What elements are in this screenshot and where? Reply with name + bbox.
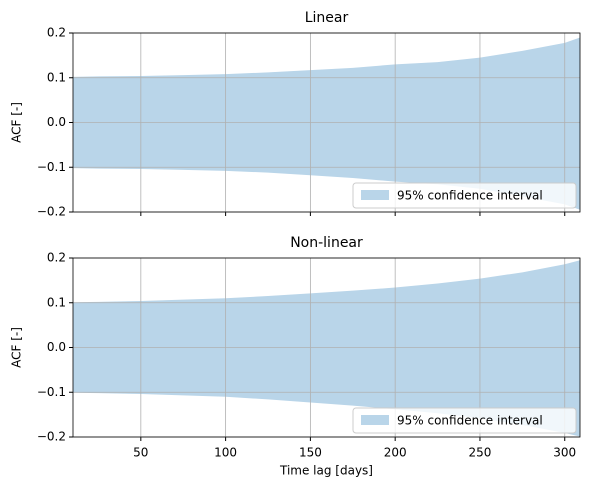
- legend-swatch: [361, 415, 389, 425]
- x-tick-label: 100: [214, 446, 237, 460]
- axes-frame: [72, 257, 581, 438]
- y-tick-label: 0.1: [47, 295, 66, 309]
- legend-label: 95% confidence interval: [397, 414, 543, 428]
- chart-title: Non-linear: [290, 235, 363, 251]
- x-tick-label: 300: [553, 446, 576, 460]
- chart-title: Linear: [305, 10, 349, 26]
- y-tick-label: −0.2: [37, 430, 66, 444]
- x-tick-label: 50: [133, 446, 148, 460]
- x-tick-label: 200: [384, 446, 407, 460]
- legend-label: 95% confidence interval: [397, 189, 543, 203]
- x-axis-label: Time lag [days]: [279, 464, 373, 478]
- confidence-band: [73, 37, 580, 210]
- y-axis-label: ACF [-]: [10, 327, 24, 368]
- legend-box: [352, 407, 577, 434]
- legend-swatch: [361, 190, 389, 200]
- x-tick-label: 250: [469, 446, 492, 460]
- y-tick-label: −0.2: [37, 205, 66, 219]
- legend-box: [352, 182, 577, 209]
- y-tick-label: 0.0: [47, 115, 66, 129]
- y-tick-label: 0.1: [47, 70, 66, 84]
- y-tick-label: 0.0: [47, 340, 66, 354]
- axes-frame: [72, 32, 581, 213]
- y-tick-label: −0.1: [37, 385, 66, 399]
- y-axis-label: ACF [-]: [10, 102, 24, 143]
- y-tick-label: 0.2: [47, 26, 66, 40]
- y-tick-label: 0.2: [47, 251, 66, 265]
- x-tick-label: 150: [299, 446, 322, 460]
- y-tick-label: −0.1: [37, 160, 66, 174]
